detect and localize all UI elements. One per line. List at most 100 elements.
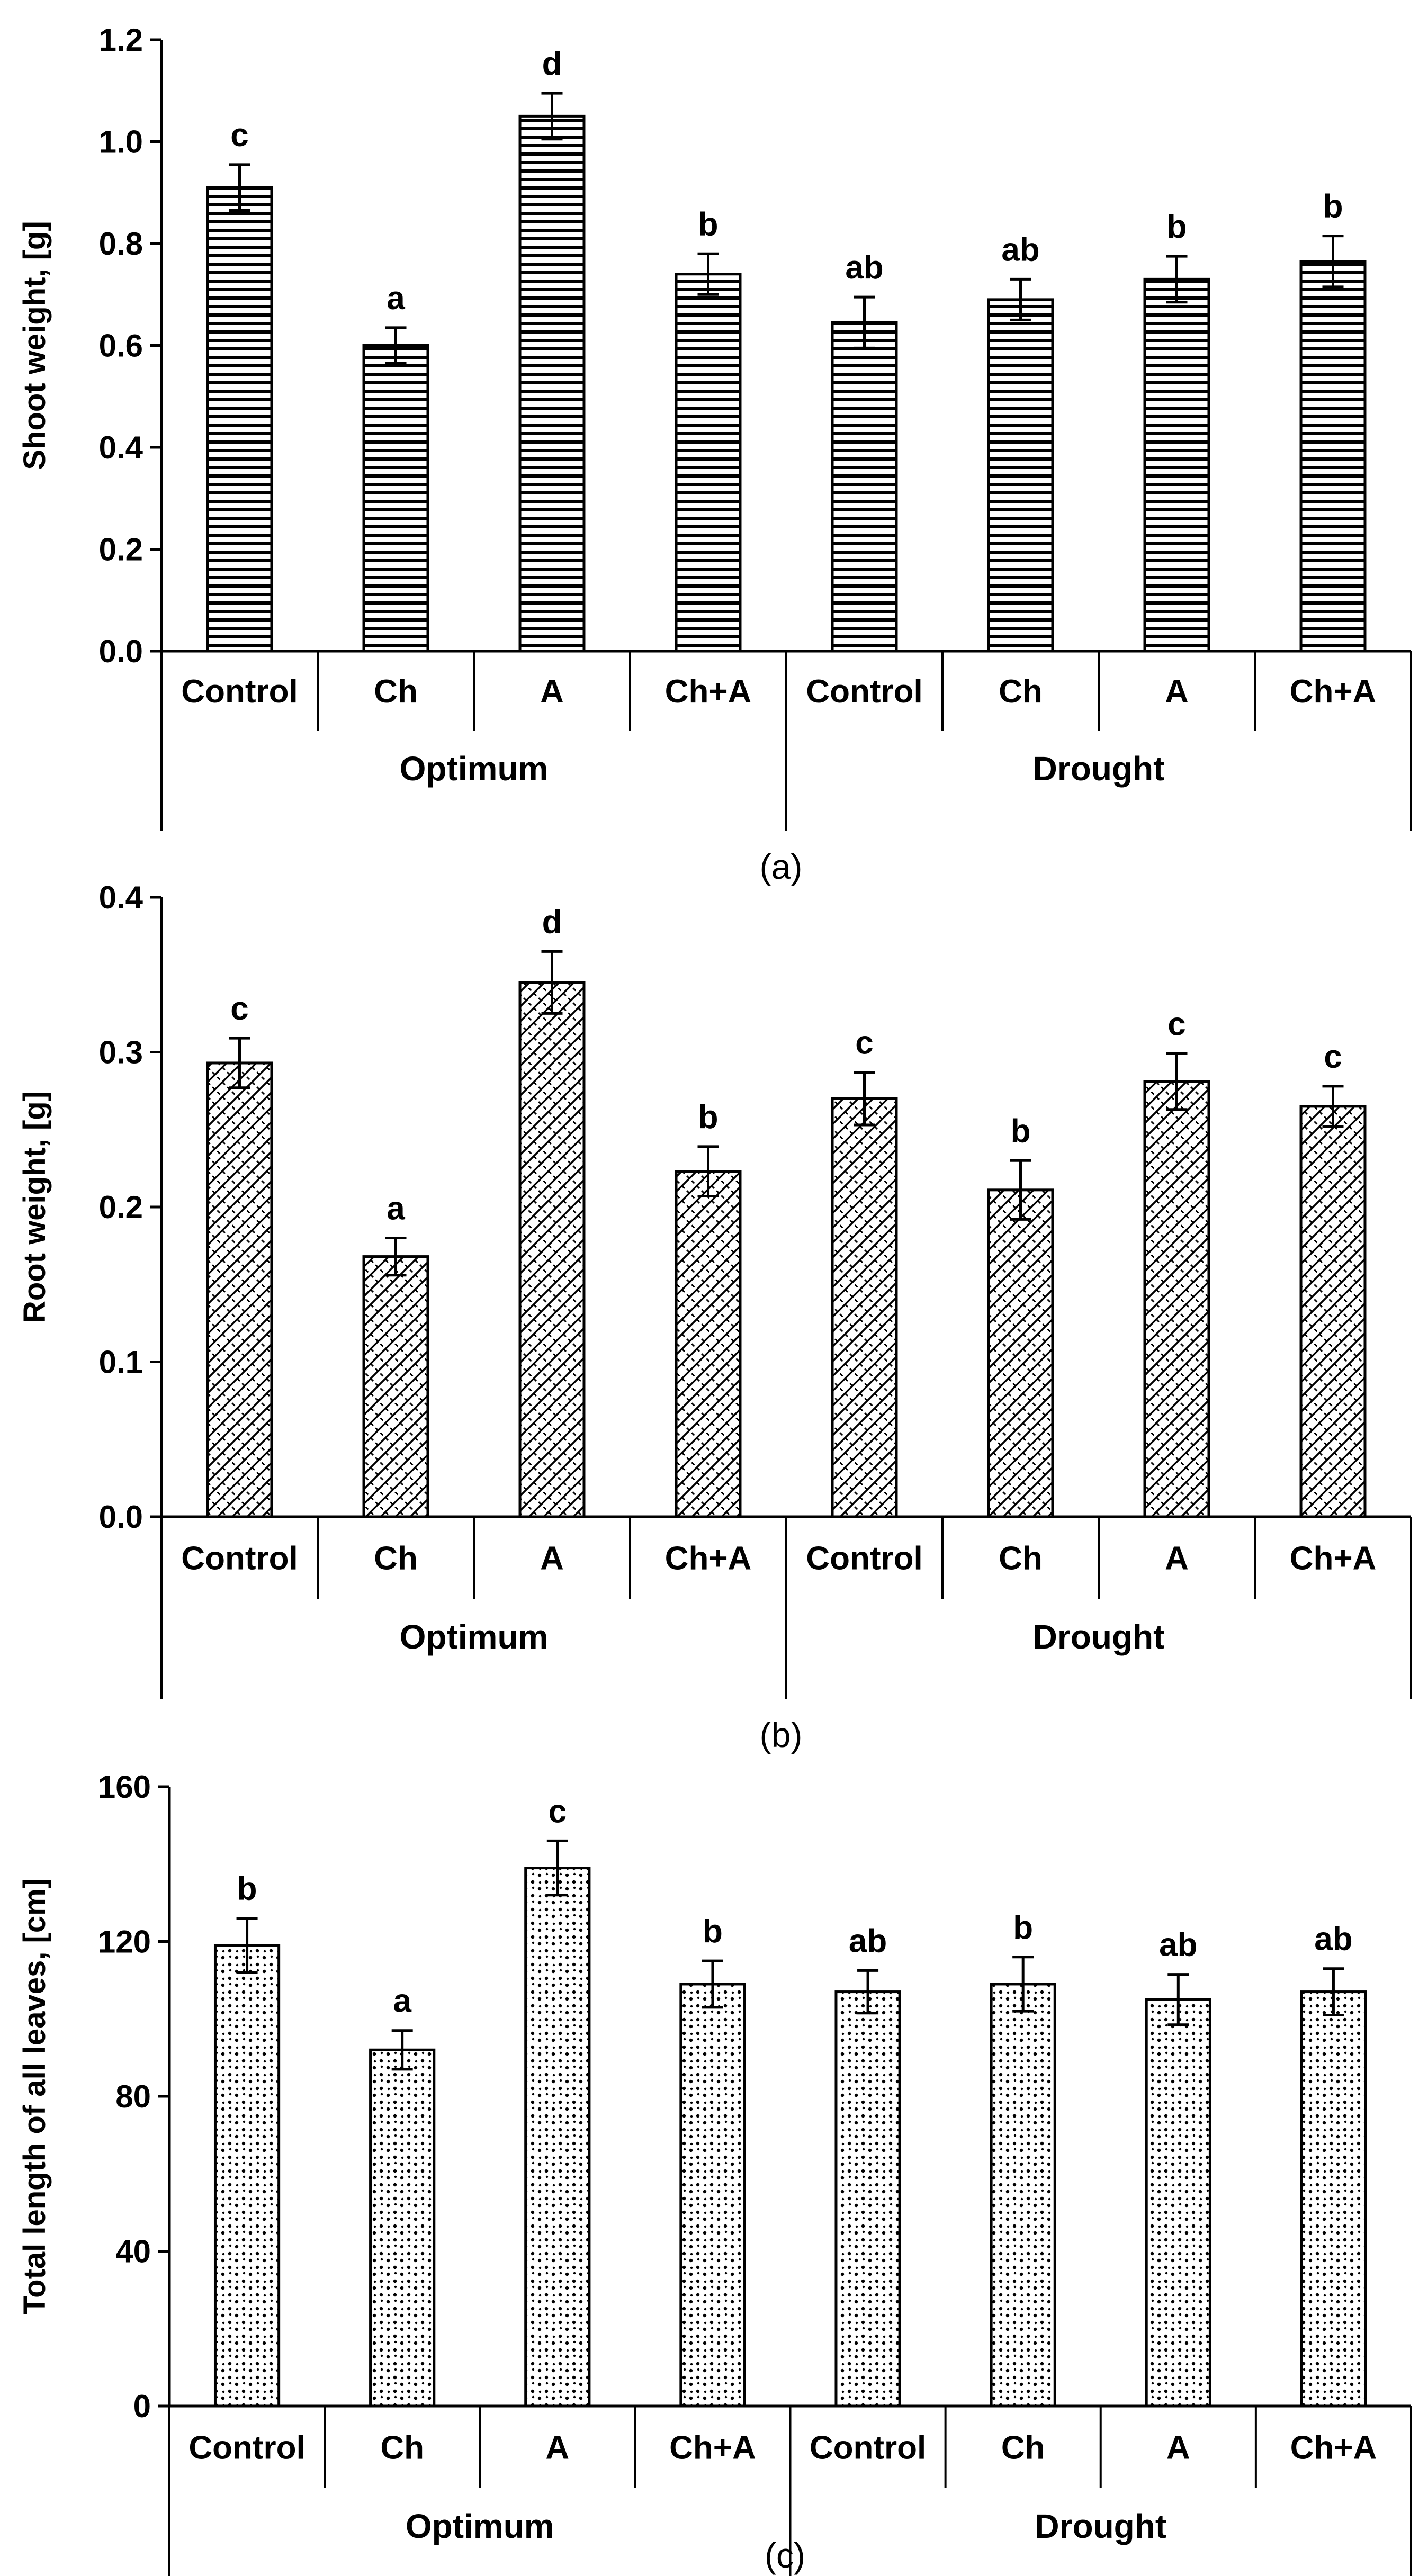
panel-b-category-label: Ch+A [665, 1541, 752, 1577]
panel-c-significance-letter: b [703, 1913, 723, 1950]
panel-c-significance-letter: ab [1159, 1927, 1197, 1963]
panel-a-y-axis: 0.0 0.2 0.4 0.6 0.8 1.0 1.2 [99, 22, 163, 669]
panel-c-category-label: Ch+A [669, 2430, 756, 2466]
panel-b-significance-letter: d [542, 904, 562, 940]
panel-a-y-tick-label: 0.4 [99, 430, 143, 465]
panel-a-significance-letter: ab [845, 249, 883, 286]
panel-c-category-label: A [545, 2430, 569, 2466]
panel-b-category-label: Control [806, 1541, 922, 1577]
panel-c-bar [369, 2048, 436, 2408]
panel-b-category-label: Ch [999, 1541, 1043, 1577]
panel-a-y-tick-label: 1.0 [99, 124, 143, 160]
panel-a-significance-letter: d [542, 46, 562, 82]
panel-b-significance-letter: a [387, 1191, 405, 1227]
panel-b-y-tick-label: 0.3 [99, 1035, 143, 1070]
panel-c-bar [990, 1983, 1056, 2408]
panel-c-category-label: Ch+A [1290, 2430, 1377, 2466]
panel-b-bars: c a d b c b c c [206, 904, 1367, 1518]
panel-b-y-tick-label: 0.0 [99, 1499, 143, 1535]
panel-a-significance-letter: b [1167, 209, 1187, 245]
panel-a-bar [1143, 277, 1210, 653]
panel-b-y-tick-label: 0.4 [99, 880, 143, 915]
panel-a-y-axis-label: Shoot weight, [g] [17, 221, 52, 470]
panel-b-group-label: Optimum [400, 1618, 549, 1656]
panel-c-category-label: Control [188, 2430, 305, 2466]
panel-b-significance-letter: b [698, 1099, 719, 1136]
panel-c-bar [834, 1990, 901, 2408]
panel-b-y-tick-label: 0.2 [99, 1190, 143, 1225]
panel-c-bar [1145, 1998, 1211, 2408]
panel-a-y-tick-label: 0.6 [99, 328, 143, 364]
panel-c-significance-letter: a [393, 1983, 411, 2020]
panel-c-y-tick-label: 160 [98, 1769, 151, 1805]
panel-a-bar [675, 273, 742, 653]
panel-b-category-label: Control [181, 1541, 298, 1577]
panel-c-category-label: Control [810, 2430, 926, 2466]
panel-b-significance-letter: b [1011, 1113, 1031, 1149]
panel-b-caption: (b) [760, 1715, 803, 1754]
panel-a-shoot-weight: 0.0 0.2 0.4 0.6 0.8 1.0 1.2 c a d b ab ab b b Control… [17, 22, 1412, 886]
panel-b-category-label: Ch [374, 1541, 418, 1577]
panel-a-x-axis: Control Ch A Ch+A Control Ch A Ch+A Optimum Droug… [160, 650, 1412, 831]
panel-c-category-label: A [1166, 2430, 1190, 2466]
panel-a-significance-letter: a [387, 280, 405, 317]
panel-a-significance-letter: c [230, 117, 248, 154]
panel-b-category-label: A [540, 1541, 564, 1577]
panel-b-significance-letter: c [230, 990, 248, 1027]
panel-c-y-tick-label: 0 [133, 2389, 151, 2424]
panel-b-category-label: Ch+A [1290, 1541, 1377, 1577]
panel-c-bar [524, 1867, 591, 2408]
panel-a-category-label: A [540, 673, 564, 710]
panel-a-category-label: A [1165, 673, 1189, 710]
panel-a-bar [1299, 260, 1367, 653]
panel-c-y-axis-label: Total length of all leaves, [cm] [17, 1878, 52, 2314]
panel-b-bar [675, 1170, 742, 1518]
panel-c-caption: (c) [765, 2536, 805, 2575]
panel-c-y-tick-label: 120 [98, 1924, 151, 1960]
panel-b-significance-letter: c [1324, 1039, 1342, 1075]
panel-a-category-label: Control [181, 673, 298, 710]
panel-b-y-axis: 0.0 0.1 0.2 0.3 0.4 [99, 880, 163, 1535]
panel-c-significance-letter: b [237, 1871, 257, 1907]
panel-a-bar [206, 186, 273, 653]
panel-a-y-tick-label: 0.2 [99, 532, 143, 568]
panel-a-category-label: Ch+A [1290, 673, 1377, 710]
panel-a-significance-letter: b [1323, 188, 1343, 225]
panel-b-bar [987, 1188, 1054, 1518]
panel-b-bar [1143, 1080, 1210, 1518]
panel-c-bar [1300, 1990, 1367, 2408]
panel-a-bar [518, 114, 586, 653]
panel-b-significance-letter: c [855, 1025, 873, 1061]
panel-c-significance-letter: ab [1314, 1921, 1352, 1958]
panel-c-bars: b a c b ab b ab ab [213, 1793, 1367, 2408]
panel-a-bars: c a d b ab ab b b [206, 46, 1367, 653]
panel-a-category-label: Ch+A [665, 673, 752, 710]
panel-c-significance-letter: ab [849, 1923, 887, 1959]
panel-c-y-tick-label: 80 [115, 2079, 151, 2114]
panel-b-group-label: Drought [1033, 1618, 1165, 1656]
panel-b-y-tick-label: 0.1 [99, 1345, 143, 1380]
panel-c-y-tick-label: 40 [115, 2234, 151, 2269]
panel-c-group-label: Optimum [406, 2507, 554, 2545]
panel-c-significance-letter: c [549, 1793, 567, 1830]
panel-b-bar [518, 981, 586, 1518]
panel-b-bar [831, 1097, 898, 1518]
panel-a-category-label: Control [806, 673, 922, 710]
panel-c-x-axis: Control Ch A Ch+A Control Ch A Ch+A Optimum Droug… [168, 2404, 1412, 2576]
panel-a-category-label: Ch [374, 673, 418, 710]
panel-a-group-label: Drought [1033, 750, 1165, 788]
panel-a-bar [987, 298, 1054, 653]
panel-a-bar [362, 344, 429, 653]
panel-a-significance-letter: ab [1001, 231, 1039, 268]
panel-a-significance-letter: b [698, 206, 719, 242]
panel-b-x-axis: Control Ch A Ch+A Control Ch A Ch+A Optimum Droug… [160, 1515, 1412, 1699]
panel-a-category-label: Ch [999, 673, 1043, 710]
panel-c-group-label: Drought [1035, 2507, 1166, 2545]
panel-a-y-tick-label: 1.2 [99, 22, 143, 58]
panel-b-category-label: A [1165, 1541, 1189, 1577]
panel-b-bar [1299, 1105, 1367, 1518]
panel-c-bar [213, 1944, 281, 2408]
